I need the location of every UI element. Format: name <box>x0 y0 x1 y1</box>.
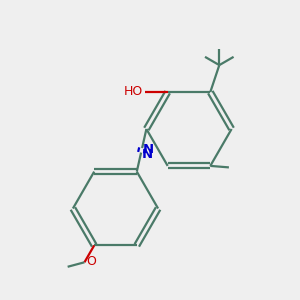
Text: HO: HO <box>124 85 143 98</box>
Text: N: N <box>142 148 153 160</box>
Text: O: O <box>86 255 96 268</box>
Text: N: N <box>143 143 154 156</box>
